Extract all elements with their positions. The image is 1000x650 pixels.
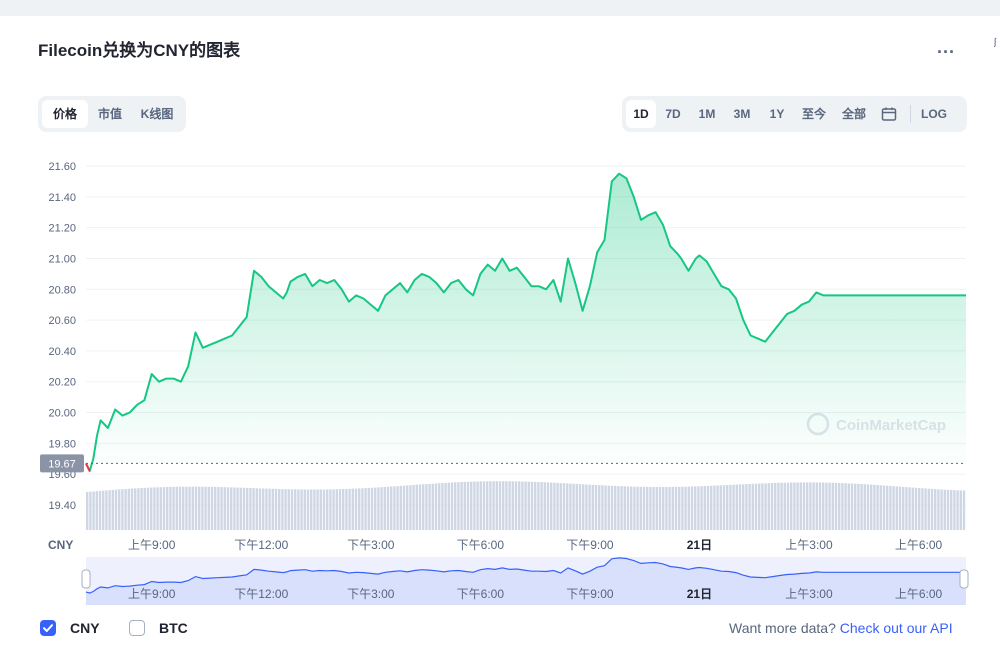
legend-label-btc: BTC xyxy=(159,620,188,636)
more-options-icon[interactable]: ... xyxy=(936,37,955,57)
api-promo: Want more data? Check out our API xyxy=(729,620,953,636)
range-1y[interactable]: 1Y xyxy=(769,107,785,121)
range-ytd[interactable]: 至今 xyxy=(801,107,826,121)
chart-type-tabs: 价格 市值 K线图 xyxy=(38,96,186,132)
btc-checkbox[interactable] xyxy=(129,620,145,636)
range-3m[interactable]: 3M xyxy=(733,107,751,121)
api-link[interactable]: Check out our API xyxy=(839,620,953,636)
range-1d[interactable]: 1D xyxy=(626,100,656,128)
chart-title: Filecoin兑换为CNY的图表 xyxy=(38,41,241,60)
range-divider xyxy=(910,105,911,123)
tab-candlestick[interactable]: K线图 xyxy=(140,107,174,121)
tab-market-cap[interactable]: 市值 xyxy=(97,107,122,121)
range-1m[interactable]: 1M xyxy=(698,107,716,121)
api-promo-text: Want more data? xyxy=(729,620,836,636)
log-scale-button[interactable]: LOG xyxy=(921,107,947,121)
tab-price[interactable]: 价格 xyxy=(42,100,88,128)
right-edge xyxy=(988,16,1000,650)
cny-checkbox[interactable] xyxy=(40,620,56,636)
range-7d[interactable]: 7D xyxy=(665,107,681,121)
calendar-icon[interactable] xyxy=(874,100,904,128)
time-range-tabs: 1D 7D 1M 3M 1Y 至今 全部 LOG xyxy=(622,96,967,132)
range-all[interactable]: 全部 xyxy=(841,107,866,121)
legend-label-cny: CNY xyxy=(70,620,100,636)
legend-item-btc[interactable]: BTC xyxy=(129,620,188,636)
legend-item-cny[interactable]: CNY xyxy=(40,620,100,636)
edge-mark: ʃ xyxy=(994,38,997,48)
